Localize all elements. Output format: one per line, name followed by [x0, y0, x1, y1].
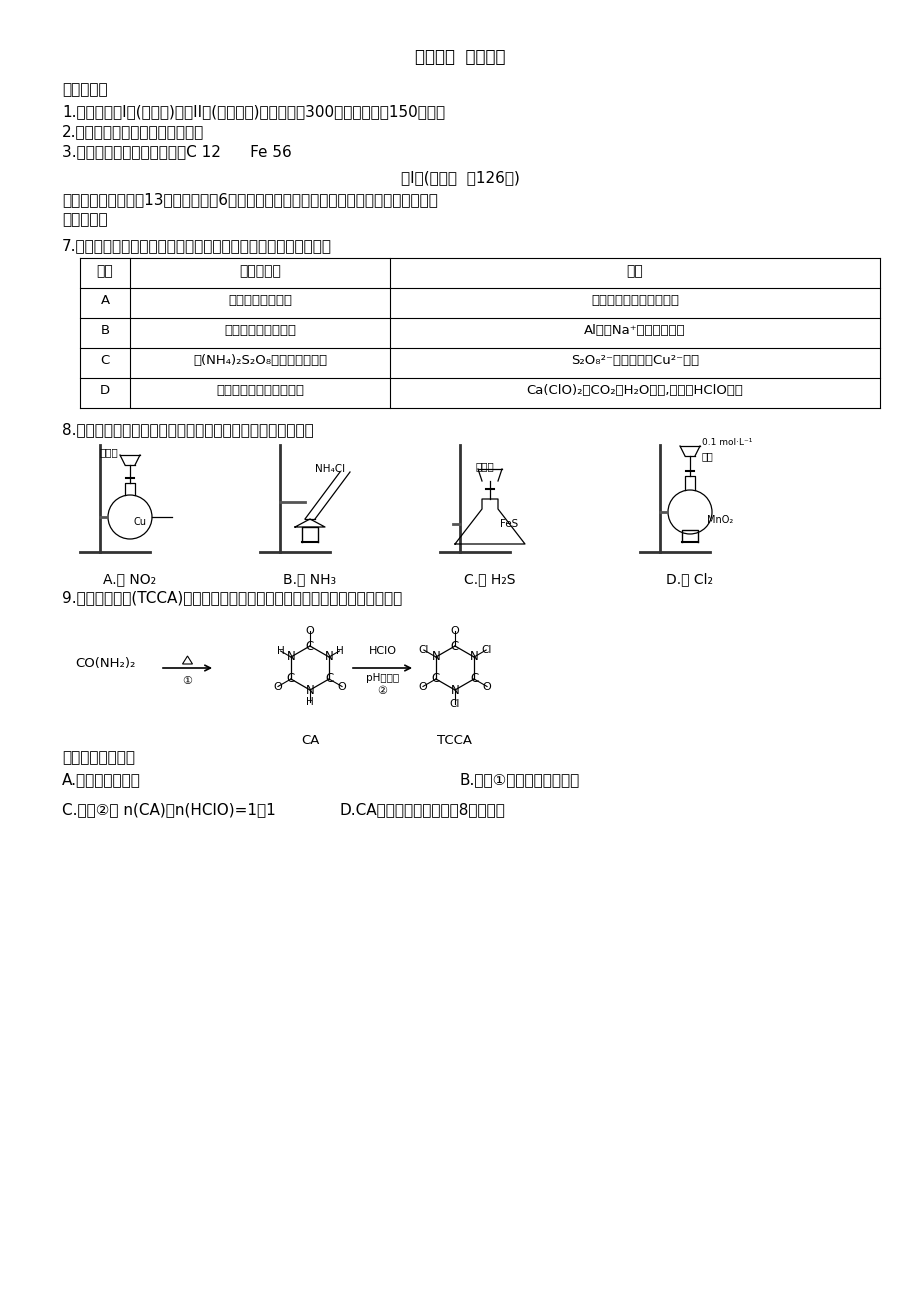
- Text: O: O: [482, 681, 491, 691]
- Text: 下列说法正确的是: 下列说法正确的是: [62, 750, 135, 766]
- Text: Cu: Cu: [134, 517, 147, 527]
- Text: CO(NH₂)₂: CO(NH₂)₂: [75, 656, 135, 669]
- Text: B.制 NH₃: B.制 NH₃: [283, 572, 336, 586]
- Text: B.反应①为非氧化还原反应: B.反应①为非氧化还原反应: [460, 772, 580, 786]
- Text: Ca(ClO)₂与CO₂和H₂O反应,生成的HClO分解: Ca(ClO)₂与CO₂和H₂O反应,生成的HClO分解: [526, 384, 743, 397]
- Text: 一、选择题：本题共13小题，每小题6分。在每小题给出的四个选项中，只有一项是符合题: 一、选择题：本题共13小题，每小题6分。在每小题给出的四个选项中，只有一项是符合…: [62, 191, 437, 207]
- Text: O: O: [273, 681, 282, 691]
- Text: 食盐能腐蚀铝制容器: 食盐能腐蚀铝制容器: [223, 324, 296, 337]
- Text: 2.请将各题答案填写在答题卡上。: 2.请将各题答案填写在答题卡上。: [62, 124, 204, 139]
- Text: TCCA: TCCA: [437, 734, 472, 747]
- Text: ②: ②: [377, 686, 387, 697]
- Text: C: C: [450, 639, 459, 652]
- Text: Cl: Cl: [418, 644, 428, 655]
- Text: C: C: [100, 354, 109, 367]
- Text: Al能与Na⁺发生置换反应: Al能与Na⁺发生置换反应: [584, 324, 685, 337]
- Text: 现象或事实: 现象或事实: [239, 264, 280, 279]
- Text: MnO₂: MnO₂: [706, 516, 732, 525]
- Text: 第I卷(选择题  共126分): 第I卷(选择题 共126分): [400, 171, 519, 185]
- Text: N: N: [450, 684, 459, 697]
- Text: CA: CA: [301, 734, 319, 747]
- Text: O: O: [418, 681, 426, 691]
- Text: C: C: [324, 673, 333, 685]
- Text: 0.1 mol·L⁻¹: 0.1 mol·L⁻¹: [701, 437, 752, 447]
- Text: C.制 H₂S: C.制 H₂S: [464, 572, 516, 586]
- Text: A.尿素属于无机物: A.尿素属于无机物: [62, 772, 141, 786]
- Text: H: H: [335, 646, 343, 656]
- Text: B: B: [100, 324, 109, 337]
- Text: S₂O₈²⁻的氧化性比Cu²⁻的强: S₂O₈²⁻的氧化性比Cu²⁻的强: [571, 354, 698, 367]
- Text: H: H: [306, 697, 313, 707]
- Text: N: N: [305, 684, 314, 697]
- Text: NH₄Cl: NH₄Cl: [314, 464, 345, 474]
- Text: O: O: [305, 626, 314, 635]
- Text: 漂白粉在空气中久置变质: 漂白粉在空气中久置变质: [216, 384, 303, 397]
- Text: 选项: 选项: [96, 264, 113, 279]
- Text: 解释: 解释: [626, 264, 642, 279]
- Text: pH调节剂: pH调节剂: [366, 673, 399, 684]
- Text: 3.可能用到的相对原子质量：C 12      Fe 56: 3.可能用到的相对原子质量：C 12 Fe 56: [62, 145, 291, 159]
- Text: Cl: Cl: [449, 699, 460, 710]
- Text: 浓硝酸: 浓硝酸: [100, 447, 119, 457]
- Text: Cl: Cl: [481, 644, 491, 655]
- Text: 1.本试卷分第I卷(选择题)和第II卷(非选择题)两部分，共300分。考试时间150分钟。: 1.本试卷分第I卷(选择题)和第II卷(非选择题)两部分，共300分。考试时间1…: [62, 104, 445, 118]
- Text: N: N: [286, 651, 295, 664]
- Text: 目要求的。: 目要求的。: [62, 212, 108, 227]
- Text: D: D: [100, 384, 110, 397]
- Text: 盐酸: 盐酸: [701, 450, 713, 461]
- Text: 7.化学与社会、生活密切相关。对下列现象或事实的解释错误的是: 7.化学与社会、生活密切相关。对下列现象或事实的解释错误的是: [62, 238, 332, 253]
- Text: D.制 Cl₂: D.制 Cl₂: [665, 572, 713, 586]
- Text: 用铁罐贮存浓硝酸: 用铁罐贮存浓硝酸: [228, 294, 291, 307]
- Text: 理科综合  化学部分: 理科综合 化学部分: [414, 48, 505, 66]
- Text: 9.三氯异氰尿酸(TCCA)是一种极强的氧化剂和氯化剂，可通过下列方法制备：: 9.三氯异氰尿酸(TCCA)是一种极强的氧化剂和氯化剂，可通过下列方法制备：: [62, 590, 402, 605]
- Text: 用(NH₄)₂S₂O₈蚀刻铜制线路板: 用(NH₄)₂S₂O₈蚀刻铜制线路板: [193, 354, 327, 367]
- Text: H: H: [277, 646, 284, 656]
- Text: C: C: [470, 673, 478, 685]
- Text: C: C: [431, 673, 439, 685]
- Text: O: O: [337, 681, 346, 691]
- Text: 浓硝酸: 浓硝酸: [475, 461, 494, 471]
- Text: N: N: [431, 651, 440, 664]
- Text: C: C: [287, 673, 295, 685]
- Text: 考生注意：: 考生注意：: [62, 82, 108, 98]
- Text: O: O: [450, 626, 459, 635]
- Text: N: N: [324, 651, 333, 664]
- Text: N: N: [470, 651, 478, 664]
- Text: C: C: [305, 639, 313, 652]
- Text: ①: ①: [182, 676, 192, 686]
- Text: D.CA分子中各原子均满足8电子结构: D.CA分子中各原子均满足8电子结构: [340, 802, 505, 816]
- Text: A: A: [100, 294, 109, 307]
- Text: HClO: HClO: [369, 646, 396, 656]
- Text: A.制 NO₂: A.制 NO₂: [103, 572, 156, 586]
- Text: FeS: FeS: [499, 519, 517, 529]
- Text: 8.用图示装置及药品制备有关气体，其中能达到实验目的的是: 8.用图示装置及药品制备有关气体，其中能达到实验目的的是: [62, 422, 313, 437]
- Text: C.反应②中 n(CA)：n(HClO)=1：1: C.反应②中 n(CA)：n(HClO)=1：1: [62, 802, 276, 816]
- Text: 常温下铁在浓硝酸中钝化: 常温下铁在浓硝酸中钝化: [590, 294, 678, 307]
